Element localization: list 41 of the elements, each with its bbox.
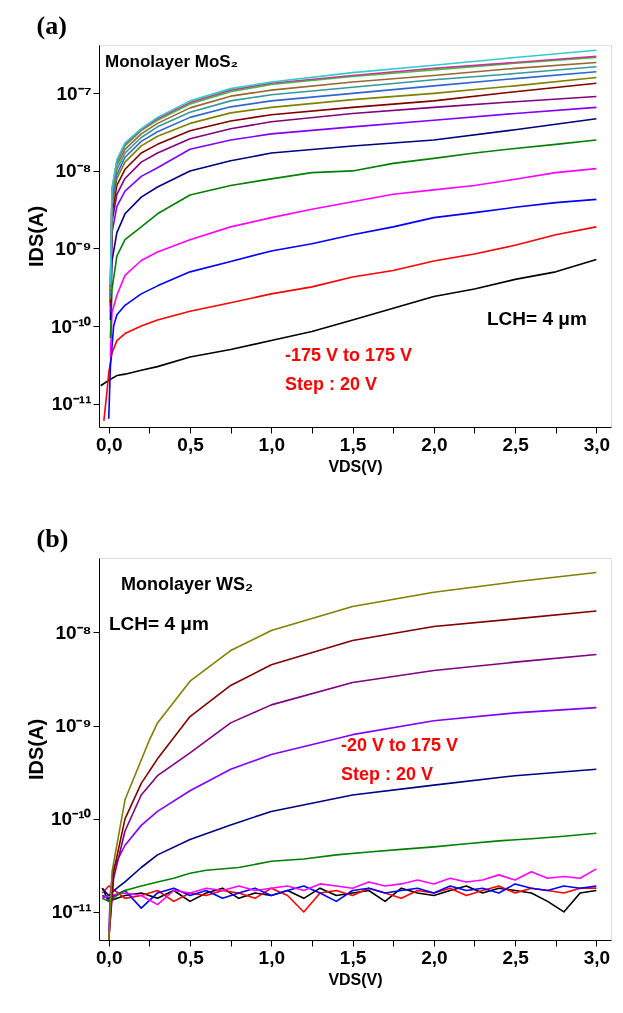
annotation: LCH= 4 μm <box>109 613 209 634</box>
y-axis-title: IDS(A) <box>25 205 48 268</box>
x-tick-label: 0,0 <box>96 433 123 455</box>
y-tick-label: 10⁻¹⁰ <box>51 315 92 337</box>
chart-title: (b) <box>36 524 69 553</box>
line-series <box>109 139 598 339</box>
annotation: Step : 20 V <box>341 764 434 784</box>
x-tick-label: 2,5 <box>502 433 530 455</box>
y-tick-label: 10⁻⁹ <box>55 715 92 737</box>
x-axis-title: VDS(V) <box>328 970 383 988</box>
line-series <box>101 832 598 903</box>
annotation: Monolayer WS₂ <box>121 574 254 594</box>
y-tick-label: 10⁻⁸ <box>55 160 92 182</box>
x-tick-label: 2,5 <box>502 946 530 968</box>
x-tick-label: 0,0 <box>96 946 123 968</box>
annotation: -20 V to 175 V <box>341 735 459 755</box>
annotation: LCH= 4 μm <box>487 308 587 329</box>
x-tick-label: 1,0 <box>258 946 285 968</box>
x-tick-label: 1,5 <box>339 946 367 968</box>
x-tick-label: 0,5 <box>177 433 205 455</box>
y-tick-label: 10⁻¹¹ <box>51 393 92 415</box>
y-tick-label: 10⁻¹¹ <box>51 901 92 923</box>
line-series <box>101 768 598 897</box>
x-tick-label: 3,0 <box>583 433 611 455</box>
annotation: Step : 20 V <box>285 374 378 394</box>
y-axis-title: IDS(A) <box>25 718 48 781</box>
annotation: Monolayer MoS₂ <box>105 52 239 71</box>
y-tick-label: 10⁻⁹ <box>55 238 92 259</box>
x-tick-label: 2,0 <box>421 946 448 968</box>
x-tick-label: 2,0 <box>421 433 448 455</box>
chart-title: (a) <box>36 11 67 40</box>
y-tick-label: 10⁻⁸ <box>55 621 92 643</box>
line-series <box>101 868 598 906</box>
y-tick-label: 10⁻¹⁰ <box>51 808 92 830</box>
x-tick-label: 0,5 <box>177 946 205 968</box>
annotation: -175 V to 175 V <box>285 345 413 365</box>
x-axis-title: VDS(V) <box>328 457 383 475</box>
y-tick-label: 10⁻⁷ <box>56 82 92 104</box>
x-tick-label: 1,5 <box>339 433 367 455</box>
x-tick-label: 1,0 <box>258 433 285 455</box>
x-tick-label: 3,0 <box>583 946 611 968</box>
